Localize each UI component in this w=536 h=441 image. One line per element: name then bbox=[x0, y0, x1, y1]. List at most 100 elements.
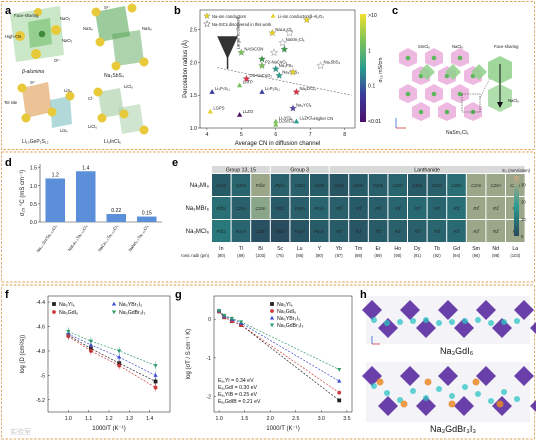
e-cell bbox=[447, 174, 466, 196]
s-atom bbox=[127, 3, 137, 13]
e-cell-label: P2₁/n bbox=[236, 229, 247, 234]
a1-label-4: O²⁻ bbox=[54, 58, 61, 63]
g-activation-energy: Eₐ,YI = 0.34 eV bbox=[218, 378, 254, 384]
h-br-atom bbox=[400, 400, 408, 408]
e-col-label: Bi bbox=[258, 246, 263, 252]
e-cell-label: C2/m bbox=[255, 206, 266, 211]
b-point-label: O3-NaCoO₂ bbox=[250, 73, 273, 78]
g-legend-entry: Na₃GdBr₃I₃ bbox=[277, 323, 304, 329]
e-row-label: Na₃MBr₆ bbox=[185, 206, 209, 212]
g-ytick-label: -1 bbox=[206, 356, 211, 362]
h-gdi6-octahedron bbox=[454, 318, 474, 338]
e-cell-label: C2/m bbox=[353, 183, 364, 188]
e-cell bbox=[270, 174, 290, 196]
b-data-point bbox=[236, 112, 243, 117]
h-gdi6-octahedron bbox=[416, 318, 436, 338]
e-cell bbox=[231, 197, 251, 219]
g-series-line bbox=[218, 311, 340, 393]
row1-border bbox=[1, 1, 535, 150]
h-na-density bbox=[384, 320, 390, 326]
h-na-density bbox=[501, 389, 507, 395]
panel-g: g 1.0 1.5 2.0 2.5 3.0 3.5 0 -1 -2 1000/T (K⁻¹) log… bbox=[175, 289, 353, 432]
e-cell bbox=[290, 197, 309, 219]
e-cell-label: P3̅1c bbox=[217, 206, 227, 211]
f-xtick-label: 1.0 bbox=[65, 416, 72, 422]
b-colorbar-label: σ₂₅ mS/cm bbox=[378, 58, 384, 83]
cl-atom bbox=[457, 91, 463, 97]
cl-atom bbox=[405, 91, 411, 97]
e-cell bbox=[388, 174, 407, 196]
e-cell-label: R3̅ bbox=[336, 229, 343, 234]
e-cell bbox=[251, 174, 270, 196]
b-xtick-label: 6 bbox=[274, 132, 277, 138]
b-colorbar-tick: 1 bbox=[368, 48, 371, 54]
e-cell-label: C2/m bbox=[236, 183, 247, 188]
b-xtick-label: 4 bbox=[205, 132, 208, 138]
e-col-label: In bbox=[219, 246, 223, 252]
b-trend-line bbox=[217, 67, 352, 96]
h-gdi6-octahedron bbox=[492, 318, 512, 338]
h-gdi6-octahedron bbox=[416, 396, 436, 416]
panel-label-e: e bbox=[172, 157, 178, 169]
a2-name: Na₃SbS₄ bbox=[104, 73, 124, 79]
h-gdi6-octahedron bbox=[530, 400, 536, 412]
h-na-density bbox=[384, 390, 390, 396]
e-ionic-radius: (75) bbox=[276, 253, 284, 258]
alumina-atom bbox=[51, 25, 61, 35]
c-label-1: NaCl₆ bbox=[452, 44, 463, 49]
e-cell bbox=[329, 174, 349, 196]
h-br-atom bbox=[448, 400, 456, 408]
h-gdi6-octahedron bbox=[362, 300, 382, 320]
e-cell-label: R3̅ bbox=[415, 229, 422, 234]
e-col-label: Nd bbox=[492, 246, 499, 252]
f-ytick-label: -4.8 bbox=[36, 349, 45, 355]
watermark: 实验室 bbox=[10, 427, 31, 436]
g-data-point bbox=[238, 320, 244, 325]
f-ylabel: log (D (cm²/s)) bbox=[20, 335, 26, 373]
e-col-label: Lu bbox=[297, 246, 303, 252]
h-gdi6-octahedron bbox=[438, 300, 458, 320]
h-br-atom bbox=[472, 378, 480, 386]
h-na-density bbox=[423, 317, 429, 323]
alumina-atom bbox=[34, 8, 42, 16]
e-col-label: Yb bbox=[336, 246, 342, 252]
e-cell-label: P2₁/n bbox=[295, 206, 306, 211]
e-cell-label: C2/m bbox=[451, 183, 462, 188]
b-ylabel: Percolation radius (Å) bbox=[182, 40, 189, 98]
a2-label-2: NaS₆ bbox=[142, 26, 152, 31]
d-category-label: NaLa₀.₅Ta₀.₅₅Cl₆ bbox=[67, 223, 89, 251]
g-legend-marker bbox=[269, 323, 275, 328]
panel-a: a Face-sharing High-CN NaO₃ NaO₂ O²⁻ β-a… bbox=[4, 3, 152, 145]
cl-atom bbox=[405, 55, 411, 61]
e-cell bbox=[408, 174, 427, 196]
g-legend-marker bbox=[270, 309, 274, 313]
e-cell bbox=[466, 220, 486, 242]
d-bar bbox=[136, 216, 157, 222]
e-col-label: Tl bbox=[239, 246, 243, 252]
b-data-point bbox=[209, 89, 215, 94]
e-cell-label: R3̅ bbox=[375, 229, 382, 234]
b-point-label: Na₃YCl₆ bbox=[296, 102, 312, 107]
h-na-density bbox=[397, 397, 403, 403]
b-data-point bbox=[242, 74, 251, 82]
h-na-density bbox=[475, 317, 481, 323]
s-atom bbox=[21, 113, 31, 123]
e-colorbar-bar bbox=[514, 176, 519, 236]
f-legend-marker bbox=[111, 310, 117, 315]
c-zoom-line bbox=[479, 65, 497, 99]
nacl6-octahedron bbox=[471, 64, 487, 80]
alumina-atom bbox=[15, 31, 25, 41]
h-na-density bbox=[449, 319, 455, 325]
g-xtick-label: 2.5 bbox=[292, 416, 299, 422]
h-name-0: Na₃GdI₆ bbox=[440, 346, 474, 356]
c-label-3: NaCl₆ bbox=[508, 98, 519, 103]
e-col-label: Sm bbox=[472, 246, 480, 252]
e-cell-label: P3̅1c bbox=[217, 229, 227, 234]
g-legend-entry: Na₃YI₆ bbox=[277, 302, 293, 308]
cl-atom bbox=[444, 109, 450, 115]
s-atom bbox=[47, 107, 57, 117]
e-cell bbox=[427, 197, 447, 219]
b-colorbar-tick: >10 bbox=[368, 13, 377, 19]
e-col-label: Dy bbox=[414, 246, 421, 252]
g-xtick-label: 1.0 bbox=[216, 416, 223, 422]
